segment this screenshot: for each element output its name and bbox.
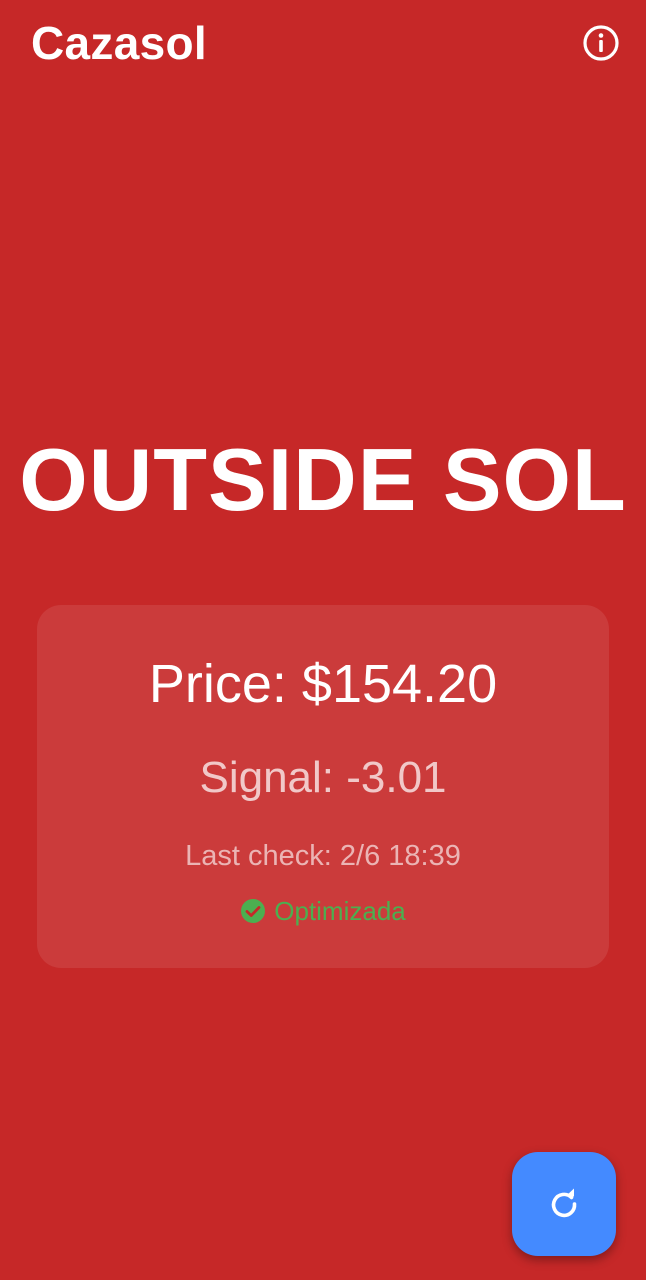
price-text: Price: $154.20 bbox=[148, 654, 498, 714]
optimized-status: Optimizada bbox=[0, 893, 646, 929]
check-circle-icon bbox=[241, 899, 266, 923]
last-check-text: Last check: 2/6 18:39 bbox=[185, 840, 461, 872]
app-title: Cazasol bbox=[31, 17, 207, 69]
info-icon bbox=[583, 25, 619, 61]
refresh-button[interactable] bbox=[512, 1152, 616, 1256]
refresh-icon bbox=[551, 1188, 577, 1218]
info-button[interactable] bbox=[580, 22, 622, 64]
status-heading: OUTSIDE SOL bbox=[19, 430, 627, 529]
signal-text: Signal: -3.01 bbox=[199, 753, 447, 802]
optimized-label: Optimizada bbox=[274, 896, 406, 926]
info-card bbox=[37, 605, 609, 968]
